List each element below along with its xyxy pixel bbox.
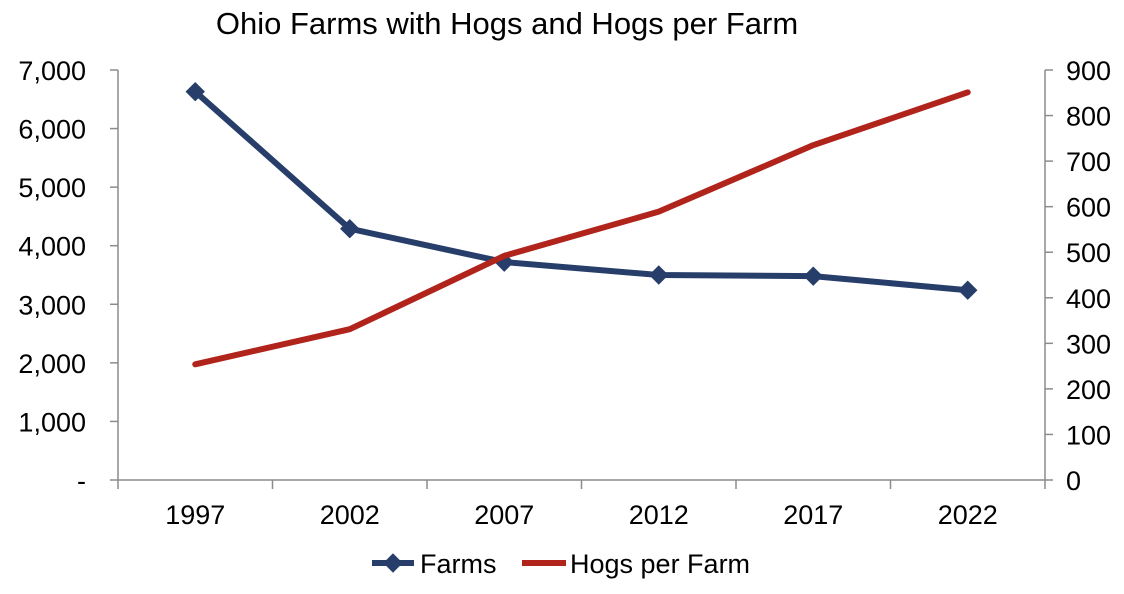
- x-tick-label: 2022: [938, 500, 998, 530]
- legend-label-farms: Farms: [420, 549, 497, 579]
- axes: [117, 70, 1046, 481]
- series-line-hogs-per-farm: [192, 89, 971, 368]
- left-axis-ticks: - 1,000 2,000 3,000 4,000 5,000 6,000 7,000: [18, 56, 118, 496]
- right-tick-label: 400: [1066, 284, 1111, 314]
- right-tick-label: 500: [1066, 238, 1111, 268]
- x-tick-label: 2002: [320, 500, 380, 530]
- series-point-farms: [185, 81, 205, 102]
- left-tick-label: -: [77, 466, 86, 496]
- right-tick-label: 300: [1066, 329, 1111, 359]
- right-tick-label: 800: [1066, 102, 1111, 132]
- legend-marker-farms: [383, 553, 403, 573]
- right-tick-label: 100: [1066, 420, 1111, 450]
- series-line-farms: [192, 88, 971, 294]
- left-tick-label: 5,000: [18, 173, 86, 203]
- series-point-farms: [803, 266, 823, 286]
- left-tick-label: 3,000: [18, 290, 86, 320]
- left-tick-label: 2,000: [18, 349, 86, 379]
- x-tick-label: 2007: [474, 500, 534, 530]
- series-group: [185, 81, 978, 368]
- right-tick-label: 600: [1066, 193, 1111, 223]
- series-point-farms: [958, 280, 978, 300]
- right-axis-ticks: 0 100 200 300 400 500 600 700 800 900: [1045, 56, 1111, 496]
- left-tick-label: 6,000: [18, 115, 86, 145]
- right-tick-label: 900: [1066, 56, 1111, 86]
- right-tick-label: 200: [1066, 375, 1111, 405]
- chart-title: Ohio Farms with Hogs and Hogs per Farm: [216, 6, 798, 41]
- series-point-farms: [649, 265, 669, 285]
- x-tick-label: 1997: [165, 500, 225, 530]
- left-tick-label: 1,000: [18, 407, 86, 437]
- x-tick-label: 2017: [783, 500, 843, 530]
- legend: Farms Hogs per Farm: [372, 549, 750, 579]
- right-tick-label: 700: [1066, 147, 1111, 177]
- legend-label-hogs-per-farm: Hogs per Farm: [570, 549, 750, 579]
- left-tick-label: 4,000: [18, 232, 86, 262]
- x-axis-ticks: 1997 2002 2007 2012 2017 2022: [117, 480, 1046, 530]
- left-tick-label: 7,000: [18, 56, 86, 86]
- x-tick-label: 2012: [629, 500, 689, 530]
- right-tick-label: 0: [1066, 466, 1081, 496]
- series-point-farms: [340, 219, 360, 239]
